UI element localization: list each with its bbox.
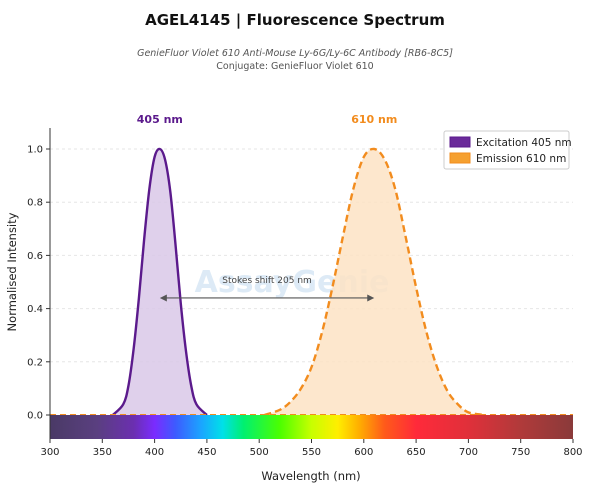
axes: 0.0 0.2 0.4 0.6 0.8 1.0 300 350 400 450 500 550 600 6…	[27, 128, 583, 458]
x-tick-label-10: 800	[563, 447, 582, 458]
y-tick-label-2: 0.4	[27, 304, 43, 315]
stokes-arrow-head-right	[367, 294, 375, 302]
legend: Excitation 405 nm Emission 610 nm	[443, 130, 572, 170]
emission-peak-label: 610 nm	[351, 113, 397, 126]
x-tick-label-5: 550	[302, 447, 321, 458]
excitation-curve	[111, 147, 208, 416]
legend-swatch-excitation	[449, 136, 471, 148]
stokes-shift-label: Stokes shift 205 nm	[222, 276, 312, 286]
excitation-area	[112, 148, 207, 415]
chart-title: AGEL4145 | Fluorescence Spectrum	[145, 11, 445, 30]
y-tick-label-3: 0.6	[27, 251, 43, 262]
legend-box	[443, 130, 570, 170]
grid	[50, 148, 573, 363]
x-tick-label-3: 450	[197, 447, 216, 458]
x-tick-label-7: 650	[407, 447, 426, 458]
annotations: 405 nm 610 nm Stokes shift 205 nm	[137, 113, 397, 302]
x-tick-label-1: 350	[93, 447, 112, 458]
x-axis-label: Wavelength (nm)	[261, 469, 360, 483]
series-group	[50, 147, 573, 417]
stokes-arrow-head-left	[159, 294, 167, 302]
x-tick-label-2: 400	[145, 447, 164, 458]
y-tick-label-4: 0.8	[27, 198, 43, 209]
legend-swatch-emission	[449, 152, 471, 164]
x-tick-label-9: 750	[511, 447, 530, 458]
x-tick-label-6: 600	[354, 447, 373, 458]
chart-subtitle: GenieFluor Violet 610 Anti-Mouse Ly-6G/L…	[137, 48, 453, 59]
x-tick-label-0: 300	[40, 447, 59, 458]
conjugate-label: Conjugate: GenieFluor Violet 610	[216, 61, 373, 72]
y-tick-label-5: 1.0	[27, 145, 43, 156]
x-tick-label-4: 500	[250, 447, 269, 458]
legend-label-emission: Emission 610 nm	[476, 153, 566, 165]
legend-label-excitation: Excitation 405 nm	[476, 137, 572, 149]
emission-area	[264, 148, 485, 415]
y-tick-label-1: 0.2	[27, 357, 43, 368]
excitation-peak-label: 405 nm	[137, 113, 183, 126]
x-tick-label-8: 700	[459, 447, 478, 458]
emission-curve	[264, 147, 485, 417]
y-tick-label-0: 0.0	[27, 411, 43, 422]
visible-spectrum-bar	[50, 415, 573, 439]
y-axis-label: Normalised Intensity	[5, 212, 19, 331]
